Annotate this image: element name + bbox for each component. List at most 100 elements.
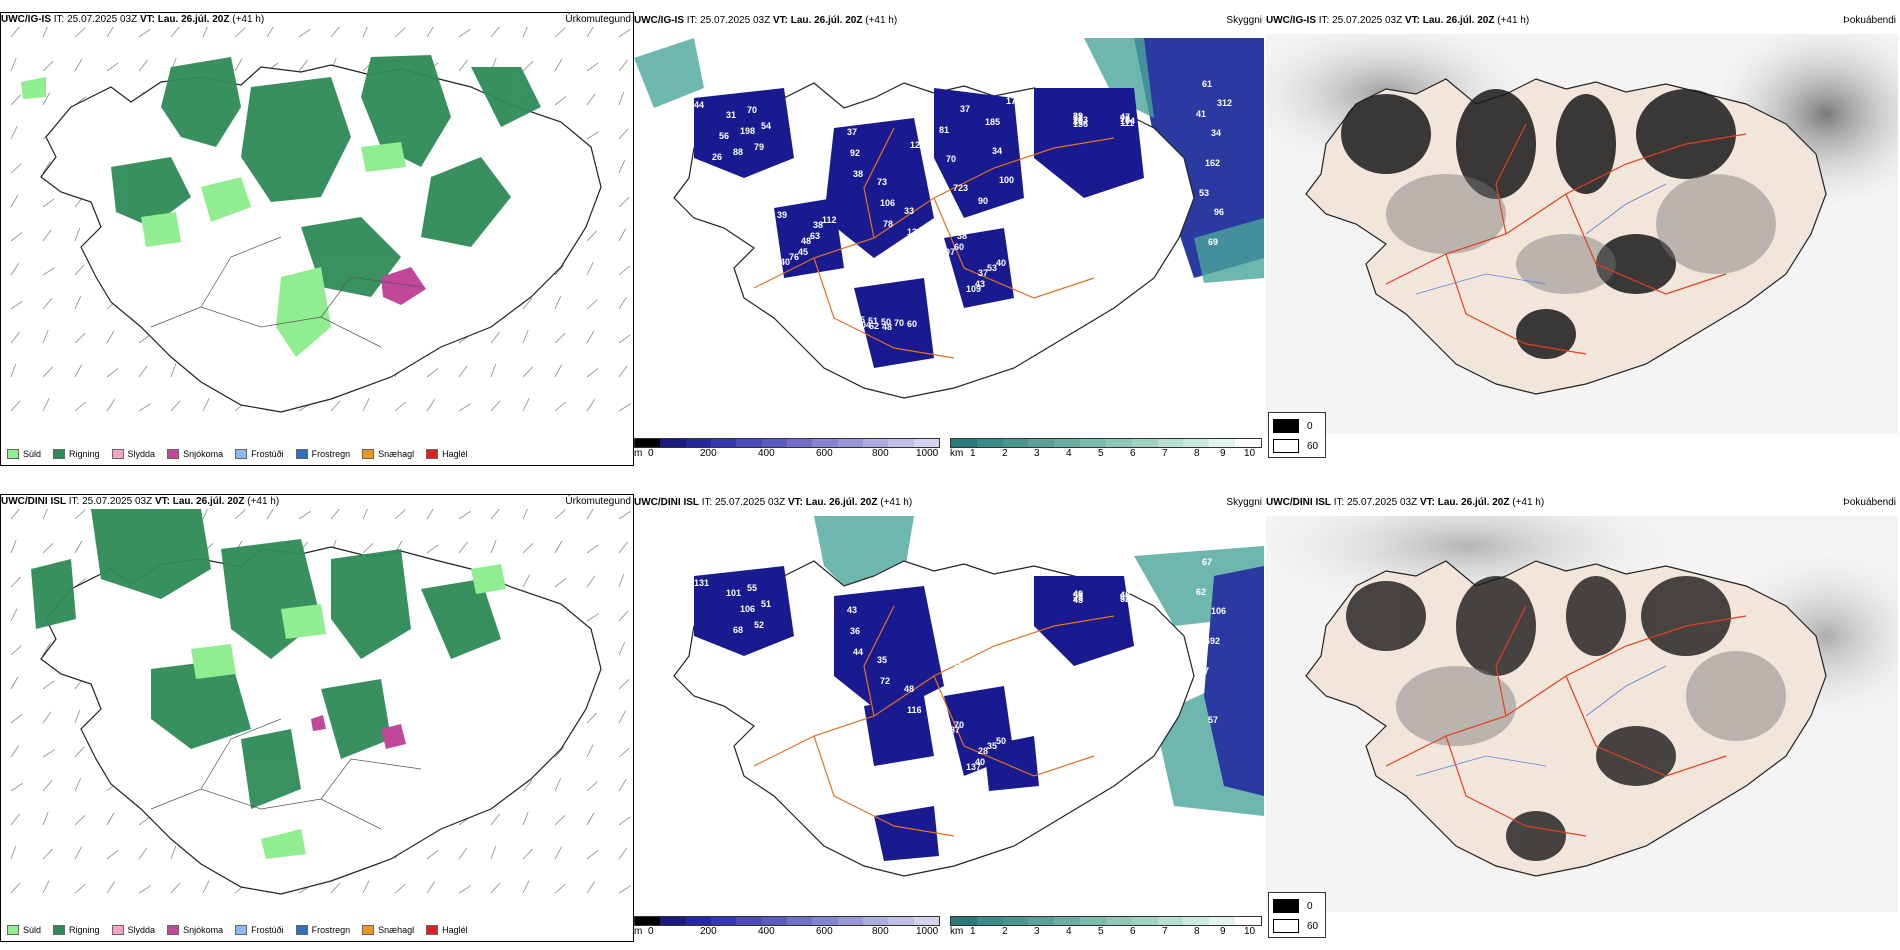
wind-barb	[618, 265, 630, 276]
visibility-value: 37	[960, 104, 970, 114]
wind-barb	[10, 676, 19, 690]
wind-barb	[10, 576, 22, 588]
wind-barb	[138, 885, 152, 894]
visibility-value: 90	[978, 196, 988, 206]
vt-label: VT:	[787, 497, 803, 508]
fog-legend-row: 60	[1273, 919, 1318, 933]
legend-label: 0	[1307, 420, 1313, 432]
visibility-value: 40	[780, 257, 790, 267]
wind-barb	[490, 845, 497, 860]
fog-legend-row1: 0 60	[1268, 412, 1326, 458]
visibility-value: 33	[904, 206, 914, 216]
colorbar-segment	[951, 917, 977, 925]
visibility-value: 70	[992, 624, 1002, 634]
visibility-value: 70	[946, 154, 956, 164]
legend-label: Rigning	[69, 449, 100, 459]
wind-barb	[10, 509, 20, 520]
colorbar-segment	[1080, 917, 1106, 925]
legend-label: Frostregn	[311, 925, 351, 935]
wind-barb	[170, 363, 177, 378]
swatch	[235, 449, 248, 459]
wind-barb	[522, 542, 534, 554]
wind-barb	[522, 398, 530, 412]
wind-barb	[42, 749, 56, 758]
tick-label: 200	[700, 926, 717, 937]
wind-barb	[106, 881, 116, 894]
model-name: UWC/DINI ISL	[634, 497, 699, 508]
wind-barb	[330, 27, 340, 38]
wind-barb	[234, 27, 246, 38]
colorbar-segment	[635, 917, 661, 925]
wind-barb	[362, 542, 374, 554]
tick-label: 600	[816, 926, 833, 937]
visibility-value: 38	[853, 169, 863, 179]
snow-area	[311, 715, 406, 749]
colorbar-segment	[1054, 439, 1081, 447]
wind-barb	[138, 403, 152, 412]
wind-barb	[42, 198, 55, 208]
wind-barb	[10, 94, 22, 106]
wind-barb	[10, 300, 23, 310]
tick-label: 6	[1130, 926, 1136, 937]
colorbar-segment	[786, 439, 813, 447]
wind-barb	[618, 642, 626, 656]
wind-barb	[618, 885, 631, 894]
wind-barb	[618, 91, 625, 106]
panel-header: UWC/IG-IS IT: 25.07.2025 03Z VT: Lau. 26…	[634, 14, 1264, 28]
visibility-value: 88	[733, 147, 743, 157]
wind-barb	[10, 813, 20, 826]
wind-barb	[586, 93, 596, 106]
tick-label: 200	[700, 448, 717, 459]
visibility-value: 70	[954, 720, 964, 730]
tick-label: 1	[970, 926, 976, 937]
wind-barb	[522, 848, 534, 860]
roads	[1385, 123, 1747, 355]
unit-label: km	[950, 448, 964, 459]
wind-barb	[426, 27, 434, 38]
wind-barb	[522, 780, 533, 792]
visibility-labels: 4437373940454541543372347435139537973705…	[694, 79, 1232, 332]
legend-label: Haglél	[442, 449, 468, 459]
legend-item-frostregn: Frostregn	[295, 925, 351, 935]
visibility-value: 51	[881, 795, 891, 805]
visibility-value: 116	[907, 705, 922, 715]
wind-barb	[554, 814, 566, 826]
wind-barb	[618, 847, 628, 860]
it-value: 25.07.2025 03Z	[715, 497, 786, 508]
colorbar-segment	[1028, 439, 1055, 447]
wind-barb	[426, 509, 434, 520]
visibility-value: 70	[894, 318, 904, 328]
tick-label: 4	[1066, 926, 1072, 937]
wind-barb	[74, 746, 85, 758]
wind-barb	[586, 62, 599, 72]
wind-barb	[106, 368, 119, 378]
tick-label: 1000	[916, 926, 939, 937]
swatch	[1273, 419, 1299, 433]
visibility-value: 692	[1205, 636, 1220, 646]
visibility-value: 36	[850, 626, 860, 636]
wind-barb	[586, 744, 594, 758]
wind-barb	[490, 363, 497, 378]
legend-label: Snjókoma	[183, 449, 224, 459]
elevation-colorbar: m 0 200 400 600 800 1000	[634, 916, 940, 940]
fog-medium-areas	[1386, 174, 1776, 294]
vis-panel-row2: UWC/DINI ISL IT: 25.07.2025 03Z VT: Lau.…	[634, 496, 1264, 940]
wind-barb	[138, 816, 151, 826]
visibility-value: 138	[907, 227, 922, 237]
wind-barb	[330, 882, 341, 894]
colorbar-segment	[685, 439, 711, 447]
visibility-value: 49	[822, 693, 832, 703]
wind-barb	[42, 542, 54, 554]
wind-barb	[42, 398, 50, 412]
visibility-value: 49	[999, 653, 1009, 663]
visibility-value: 121	[910, 140, 925, 150]
colorbar-labels: km 1 2 3 4 5 6 7 8 9 10	[950, 448, 1262, 460]
colorbar-segment	[1183, 439, 1210, 447]
wind-barb	[10, 126, 18, 140]
legend-item-frostregn: Frostregn	[295, 449, 350, 459]
colorbar-segment	[1235, 439, 1261, 447]
legend-label: 60	[1307, 920, 1319, 932]
visibility-value: 35	[987, 741, 997, 751]
panel-header: UWC/DINI ISL IT: 25.07.2025 03Z VT: Lau.…	[1, 495, 633, 509]
visibility-value: 57	[1006, 574, 1016, 584]
